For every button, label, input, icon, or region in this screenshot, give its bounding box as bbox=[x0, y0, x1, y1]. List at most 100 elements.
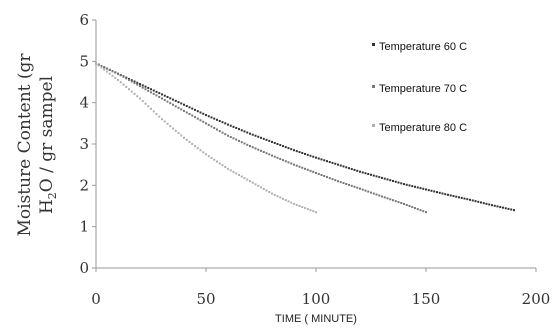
series-2-point bbox=[155, 113, 158, 116]
series-0-point bbox=[312, 155, 315, 158]
series-0-point bbox=[188, 106, 191, 109]
series-0-point bbox=[268, 139, 271, 142]
series-0-point bbox=[394, 180, 397, 183]
series-1-point bbox=[328, 177, 331, 180]
series-1-point bbox=[320, 174, 323, 176]
series-1-point bbox=[238, 139, 240, 142]
series-2-point bbox=[216, 160, 218, 163]
series-0-point bbox=[273, 141, 276, 144]
legend: Temperature 60 C Temperature 70 C Temper… bbox=[372, 41, 467, 134]
series-0-point bbox=[152, 89, 155, 92]
series-0-point bbox=[317, 157, 320, 160]
series-2-point bbox=[213, 158, 216, 161]
y-axis-title-h: H bbox=[37, 199, 57, 214]
series-0-point bbox=[386, 178, 389, 181]
series-0-point bbox=[284, 146, 287, 149]
series-0-point bbox=[364, 172, 367, 175]
series-0-point bbox=[147, 86, 150, 89]
series-2-point bbox=[202, 151, 205, 154]
series-1-point bbox=[271, 154, 273, 157]
series-1-point bbox=[356, 186, 359, 189]
series-2-point bbox=[125, 85, 128, 88]
series-1-point bbox=[114, 71, 117, 74]
series-1-point bbox=[284, 160, 287, 163]
series-1-point bbox=[202, 120, 205, 123]
series-1-point bbox=[353, 185, 356, 188]
series-1-point bbox=[188, 113, 191, 116]
series-0-point bbox=[243, 130, 246, 133]
legend-marker-60 bbox=[372, 43, 375, 46]
series-1-point bbox=[205, 122, 207, 125]
series-2-point bbox=[262, 187, 265, 190]
series-2-point bbox=[301, 206, 304, 209]
series-2-point bbox=[108, 72, 111, 75]
series-0-point bbox=[361, 171, 364, 174]
series-0-point bbox=[174, 99, 177, 102]
series-1-point bbox=[411, 206, 414, 209]
series-1-point bbox=[128, 78, 130, 81]
series-2-point bbox=[207, 155, 210, 158]
series-1-point bbox=[232, 137, 235, 140]
series-1-point bbox=[392, 199, 394, 202]
series-2-point bbox=[290, 201, 293, 204]
y-axis-title-line-1: Moisture Content (gr bbox=[15, 53, 35, 237]
series-1-point bbox=[243, 142, 246, 145]
series-1-point bbox=[141, 86, 144, 89]
series-2-point bbox=[298, 205, 301, 207]
x-tick-label: 200 bbox=[522, 290, 551, 308]
series-0-point bbox=[301, 151, 304, 154]
series-0-point bbox=[449, 194, 452, 197]
series-0-point bbox=[194, 108, 196, 111]
series-2-point bbox=[169, 125, 172, 128]
series-2-point bbox=[158, 115, 161, 118]
series-1-point bbox=[309, 169, 312, 172]
series-2-point bbox=[227, 167, 229, 170]
series-2-point bbox=[260, 186, 262, 189]
series-2-point bbox=[238, 174, 240, 176]
series-0-point bbox=[304, 152, 306, 155]
series-1-point bbox=[405, 203, 408, 206]
series-0-point bbox=[389, 179, 392, 182]
series-1-point bbox=[177, 106, 180, 109]
series-0-point bbox=[271, 140, 273, 143]
series-2-point bbox=[183, 136, 185, 139]
series-1-point bbox=[370, 191, 372, 194]
series-2-point bbox=[246, 178, 249, 181]
series-1-point bbox=[150, 91, 152, 94]
series-1-point bbox=[301, 166, 304, 169]
series-1-point bbox=[323, 175, 326, 178]
series-1-point bbox=[279, 157, 282, 160]
series-1-point bbox=[180, 108, 183, 111]
series-1-point bbox=[249, 145, 251, 148]
series-0-point bbox=[155, 90, 158, 93]
series-0-point bbox=[229, 124, 232, 127]
x-tick-label: 0 bbox=[91, 290, 101, 308]
series-0-point bbox=[207, 115, 210, 118]
y-axis-title-line-2: H2O / gr sampel bbox=[37, 76, 59, 214]
series-1-point bbox=[367, 190, 370, 193]
series-1-point bbox=[136, 83, 139, 86]
series-0-point bbox=[216, 118, 218, 121]
series-1-point bbox=[108, 68, 111, 71]
series-1-point bbox=[389, 198, 392, 201]
series-2-point bbox=[304, 207, 306, 210]
series-2-point bbox=[111, 74, 114, 77]
series-1-point bbox=[375, 193, 378, 196]
series-1-point bbox=[199, 119, 202, 122]
series-2-point bbox=[315, 211, 317, 214]
series-0-point bbox=[469, 198, 471, 201]
series-2-point bbox=[232, 170, 235, 173]
series-0-point bbox=[345, 166, 348, 169]
series-0-point bbox=[502, 206, 504, 209]
series-1-point bbox=[422, 210, 425, 213]
x-tick-label: 100 bbox=[302, 290, 331, 308]
series-2-point bbox=[210, 156, 213, 159]
series-0-point bbox=[488, 203, 491, 206]
series-0-point bbox=[306, 153, 309, 156]
y-tick-label: 4 bbox=[79, 94, 89, 112]
series-0-point bbox=[262, 137, 265, 140]
series-2-point bbox=[276, 195, 279, 198]
series-2-point bbox=[117, 78, 119, 81]
series-0-point bbox=[235, 126, 238, 129]
series-0-point bbox=[320, 158, 323, 161]
